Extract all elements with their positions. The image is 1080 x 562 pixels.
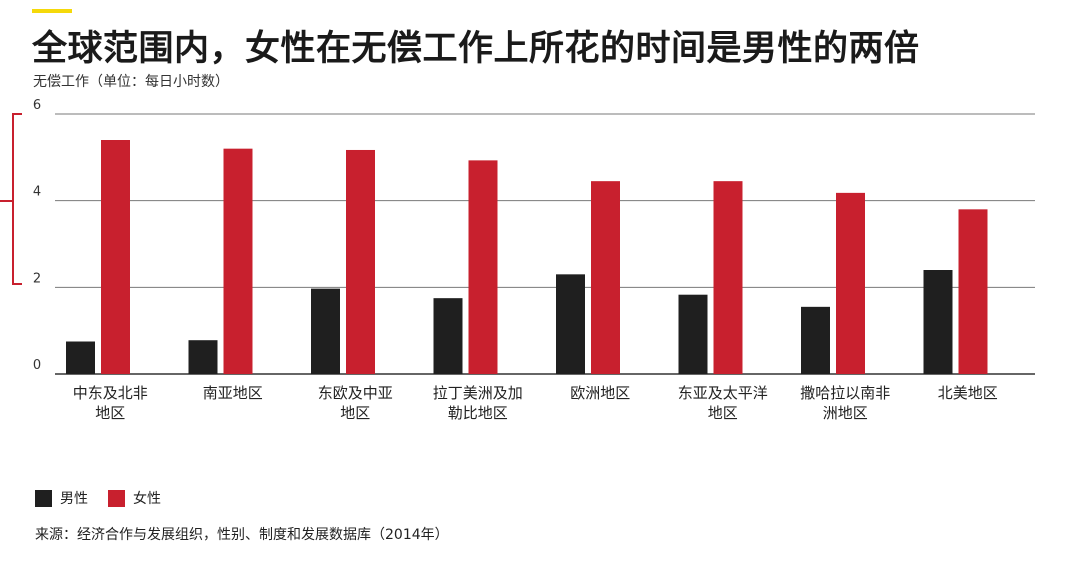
x-tick-label: 地区 xyxy=(340,404,370,422)
bar-female xyxy=(591,181,620,374)
y-tick-label: 6 xyxy=(33,98,41,113)
x-tick-label: 地区 xyxy=(708,404,738,422)
legend-item-female: 女性 xyxy=(108,488,161,508)
legend: 男性 女性 xyxy=(35,488,181,508)
y-tick-label: 4 xyxy=(33,185,41,200)
source-note: 来源：经济合作与发展组织，性别、制度和发展数据库（2014年） xyxy=(35,527,449,543)
bar-female xyxy=(836,192,865,374)
x-tick-label: 勒比地区 xyxy=(448,404,508,422)
y-axis-label: 无偿工作（单位：每日小时数） xyxy=(33,74,229,90)
left-bracket-decoration xyxy=(12,113,22,285)
y-tick-label: 0 xyxy=(33,358,41,373)
bar-female xyxy=(223,148,253,374)
legend-label-female: 女性 xyxy=(133,491,161,507)
x-tick-label: 北美地区 xyxy=(938,384,998,402)
bar-male xyxy=(801,306,830,374)
x-tick-label: 东欧及中亚 xyxy=(318,384,393,402)
y-tick-label: 2 xyxy=(33,271,41,286)
chart-title: 全球范围内，女性在无偿工作上所花的时间是男性的两倍 xyxy=(32,29,920,69)
left-tick-decoration xyxy=(0,200,12,202)
accent-bar xyxy=(32,9,72,13)
x-tick-label: 南亚地区 xyxy=(203,384,263,402)
x-tick-label: 洲地区 xyxy=(823,404,868,422)
bar-female xyxy=(958,209,988,374)
bar-female xyxy=(346,149,375,374)
legend-swatch-male xyxy=(35,489,52,507)
bar-male xyxy=(923,270,953,374)
legend-label-male: 男性 xyxy=(60,491,88,507)
legend-item-male: 男性 xyxy=(35,488,88,508)
bar-male xyxy=(188,340,218,374)
bar-male xyxy=(556,274,585,374)
bar-female xyxy=(713,181,743,374)
x-tick-label: 拉丁美洲及加 xyxy=(433,384,523,402)
legend-swatch-female xyxy=(108,489,125,507)
x-tick-label: 中东及北非 xyxy=(73,384,148,402)
x-tick-label: 欧洲地区 xyxy=(570,384,630,402)
x-tick-label: 地区 xyxy=(95,404,125,422)
x-tick-label: 东亚及太平洋 xyxy=(678,384,768,402)
x-tick-label: 撒哈拉以南非 xyxy=(800,384,890,402)
bar-female xyxy=(101,140,130,374)
bar-male xyxy=(433,298,463,374)
bar-male xyxy=(66,341,95,374)
bar-female xyxy=(468,160,498,374)
bar-male xyxy=(678,294,708,374)
bar-male xyxy=(311,288,340,374)
